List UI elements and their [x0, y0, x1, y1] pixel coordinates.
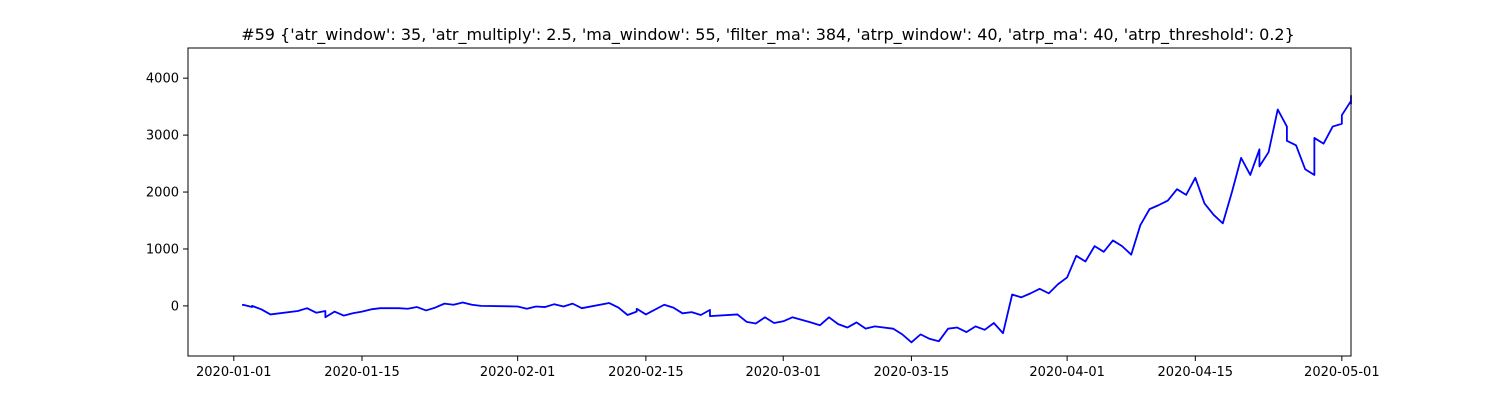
x-tick-label: 2020-02-15 [608, 365, 684, 380]
x-tick-label: 2020-03-15 [874, 365, 950, 380]
series-line-1 [242, 95, 1352, 344]
x-tick-label: 2020-04-15 [1158, 365, 1234, 380]
chart-title: #59 {'atr_window': 35, 'atr_multiply': 2… [241, 25, 1295, 45]
plot-area [242, 95, 1352, 344]
y-tick-label: 0 [171, 299, 179, 314]
axes-frame [187, 47, 1352, 357]
y-tick-label: 3000 [146, 129, 179, 144]
y-tick-label: 1000 [146, 242, 179, 257]
y-tick-label: 2000 [146, 186, 179, 201]
x-tick-label: 2020-05-01 [1304, 365, 1380, 380]
x-tick-label: 2020-04-01 [1029, 365, 1105, 380]
y-tick-label: 4000 [146, 72, 179, 87]
x-tick-label: 2020-01-15 [324, 365, 400, 380]
x-tick-label: 2020-03-01 [745, 365, 821, 380]
x-tick-label: 2020-02-01 [480, 365, 556, 380]
y-axis: 0 1000 2000 3000 4000 [146, 72, 188, 314]
x-tick-label: 2020-01-01 [196, 365, 272, 380]
x-axis: 2020-01-01 2020-01-15 2020-02-01 2020-02-15… [196, 356, 1380, 380]
